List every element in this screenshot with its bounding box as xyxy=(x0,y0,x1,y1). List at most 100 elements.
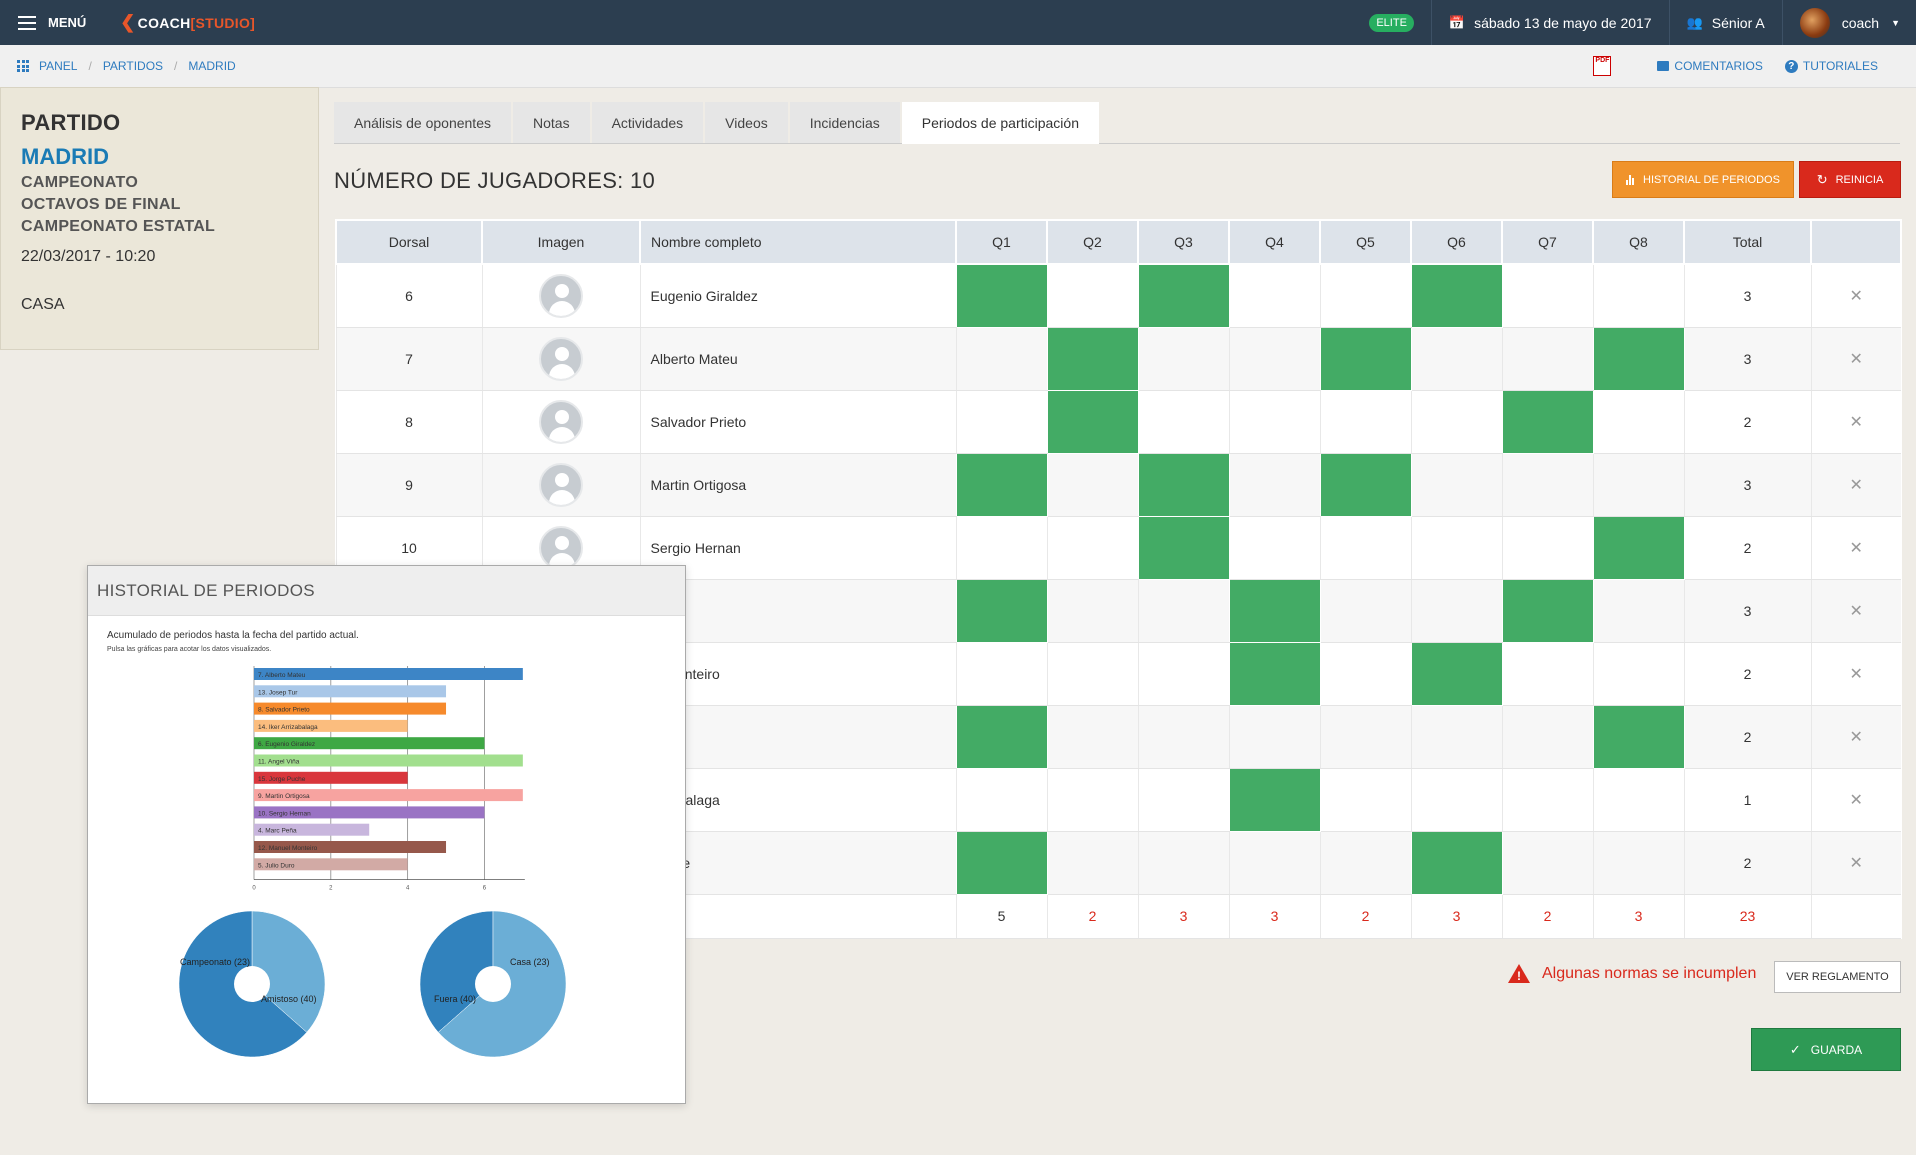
delete-row-icon[interactable]: ✕ xyxy=(1810,453,1901,517)
period-cell-q3[interactable] xyxy=(1137,390,1229,454)
period-cell-q3[interactable] xyxy=(1137,263,1230,328)
period-cell-q1[interactable] xyxy=(955,516,1047,580)
period-cell-q3[interactable] xyxy=(1137,327,1229,391)
period-cell-q7[interactable] xyxy=(1501,768,1593,832)
period-cell-q6[interactable] xyxy=(1410,516,1502,580)
period-cell-q1[interactable] xyxy=(955,390,1047,454)
delete-row-icon[interactable]: ✕ xyxy=(1810,831,1901,895)
period-cell-q6[interactable] xyxy=(1410,705,1502,769)
period-cell-q7[interactable] xyxy=(1501,389,1594,454)
period-cell-q7[interactable] xyxy=(1501,578,1594,643)
breadcrumb-partidos[interactable]: PARTIDOS xyxy=(102,59,164,73)
history-charts[interactable]: 0 2 4 6 7. Alberto Mateu 13. Josep Tur 8. Salv… xyxy=(88,616,687,1104)
tutorials-link[interactable]: ? TUTORIALES xyxy=(1784,59,1878,73)
breadcrumb-madrid[interactable]: MADRID xyxy=(188,59,236,73)
period-cell-q5[interactable] xyxy=(1319,516,1411,580)
period-cell-q6[interactable] xyxy=(1410,768,1502,832)
period-cell-q3[interactable] xyxy=(1137,642,1229,706)
period-cell-q2[interactable] xyxy=(1046,705,1138,769)
period-cell-q3[interactable] xyxy=(1137,768,1229,832)
delete-row-icon[interactable]: ✕ xyxy=(1810,390,1901,454)
period-cell-q6[interactable] xyxy=(1410,641,1503,706)
period-cell-q4[interactable] xyxy=(1228,705,1320,769)
period-cell-q6[interactable] xyxy=(1410,327,1502,391)
period-cell-q8[interactable] xyxy=(1592,579,1684,643)
date-selector[interactable]: 📅 sábado 13 de mayo de 2017 xyxy=(1430,0,1669,45)
tab-2[interactable]: Actividades xyxy=(591,102,704,143)
reset-button[interactable]: ↻ REINICIA xyxy=(1799,161,1901,198)
period-cell-q3[interactable] xyxy=(1137,831,1229,895)
period-cell-q5[interactable] xyxy=(1319,579,1411,643)
delete-row-icon[interactable]: ✕ xyxy=(1810,642,1901,706)
period-cell-q4[interactable] xyxy=(1228,390,1320,454)
period-cell-q5[interactable] xyxy=(1319,326,1412,391)
period-cell-q2[interactable] xyxy=(1046,579,1138,643)
period-cell-q4[interactable] xyxy=(1228,831,1320,895)
period-cell-q2[interactable] xyxy=(1046,831,1138,895)
period-cell-q8[interactable] xyxy=(1592,515,1685,580)
delete-row-icon[interactable]: ✕ xyxy=(1810,516,1901,580)
period-cell-q1[interactable] xyxy=(955,830,1048,895)
period-cell-q4[interactable] xyxy=(1228,516,1320,580)
period-cell-q7[interactable] xyxy=(1501,264,1593,328)
period-cell-q7[interactable] xyxy=(1501,642,1593,706)
period-cell-q1[interactable] xyxy=(955,642,1047,706)
period-cell-q5[interactable] xyxy=(1319,768,1411,832)
period-cell-q3[interactable] xyxy=(1137,705,1229,769)
period-cell-q3[interactable] xyxy=(1137,452,1230,517)
period-cell-q7[interactable] xyxy=(1501,516,1593,580)
period-cell-q6[interactable] xyxy=(1410,390,1502,454)
period-cell-q2[interactable] xyxy=(1046,389,1139,454)
period-cell-q4[interactable] xyxy=(1228,453,1320,517)
delete-row-icon[interactable]: ✕ xyxy=(1810,768,1901,832)
period-cell-q6[interactable] xyxy=(1410,453,1502,517)
period-cell-q8[interactable] xyxy=(1592,831,1684,895)
view-rules-button[interactable]: VER REGLAMENTO xyxy=(1774,961,1901,993)
history-button[interactable]: HISTORIAL DE PERIODOS xyxy=(1612,161,1794,198)
period-cell-q8[interactable] xyxy=(1592,264,1684,328)
period-cell-q8[interactable] xyxy=(1592,704,1685,769)
period-cell-q3[interactable] xyxy=(1137,579,1229,643)
period-cell-q7[interactable] xyxy=(1501,705,1593,769)
period-cell-q5[interactable] xyxy=(1319,831,1411,895)
period-cell-q2[interactable] xyxy=(1046,768,1138,832)
menu-button[interactable]: MENÚ xyxy=(18,15,86,30)
app-logo[interactable]: ❮ COACH [STUDIO] xyxy=(120,12,255,33)
team-selector[interactable]: 👥 Sénior A xyxy=(1668,0,1782,45)
period-cell-q4[interactable] xyxy=(1228,578,1321,643)
delete-row-icon[interactable]: ✕ xyxy=(1810,264,1901,328)
comments-link[interactable]: COMENTARIOS xyxy=(1657,59,1763,73)
period-cell-q3[interactable] xyxy=(1137,515,1230,580)
period-cell-q7[interactable] xyxy=(1501,831,1593,895)
period-cell-q8[interactable] xyxy=(1592,642,1684,706)
period-cell-q4[interactable] xyxy=(1228,264,1320,328)
period-cell-q5[interactable] xyxy=(1319,642,1411,706)
period-cell-q8[interactable] xyxy=(1592,390,1684,454)
period-cell-q2[interactable] xyxy=(1046,326,1139,391)
period-cell-q1[interactable] xyxy=(955,263,1048,328)
period-cell-q4[interactable] xyxy=(1228,641,1321,706)
delete-row-icon[interactable]: ✕ xyxy=(1810,327,1901,391)
tab-1[interactable]: Notas xyxy=(513,102,590,143)
period-cell-q8[interactable] xyxy=(1592,768,1684,832)
pdf-icon[interactable]: PDF xyxy=(1593,56,1612,76)
tab-4[interactable]: Incidencias xyxy=(789,102,900,143)
period-cell-q8[interactable] xyxy=(1592,326,1685,391)
tab-0[interactable]: Análisis de oponentes xyxy=(334,102,511,143)
period-cell-q6[interactable] xyxy=(1410,830,1503,895)
period-cell-q2[interactable] xyxy=(1046,453,1138,517)
period-cell-q2[interactable] xyxy=(1046,264,1138,328)
tab-5[interactable]: Periodos de participación xyxy=(901,102,1099,144)
tab-3[interactable]: Videos xyxy=(705,102,788,143)
period-cell-q1[interactable] xyxy=(955,327,1047,391)
period-cell-q4[interactable] xyxy=(1228,327,1320,391)
period-cell-q4[interactable] xyxy=(1228,767,1321,832)
user-menu[interactable]: coach ▼ xyxy=(1781,0,1916,45)
save-button[interactable]: ✓ GUARDA xyxy=(1751,1028,1901,1071)
delete-row-icon[interactable]: ✕ xyxy=(1810,705,1901,769)
period-cell-q1[interactable] xyxy=(955,768,1047,832)
period-cell-q7[interactable] xyxy=(1501,327,1593,391)
period-cell-q5[interactable] xyxy=(1319,390,1411,454)
period-cell-q2[interactable] xyxy=(1046,516,1138,580)
period-cell-q1[interactable] xyxy=(955,704,1048,769)
